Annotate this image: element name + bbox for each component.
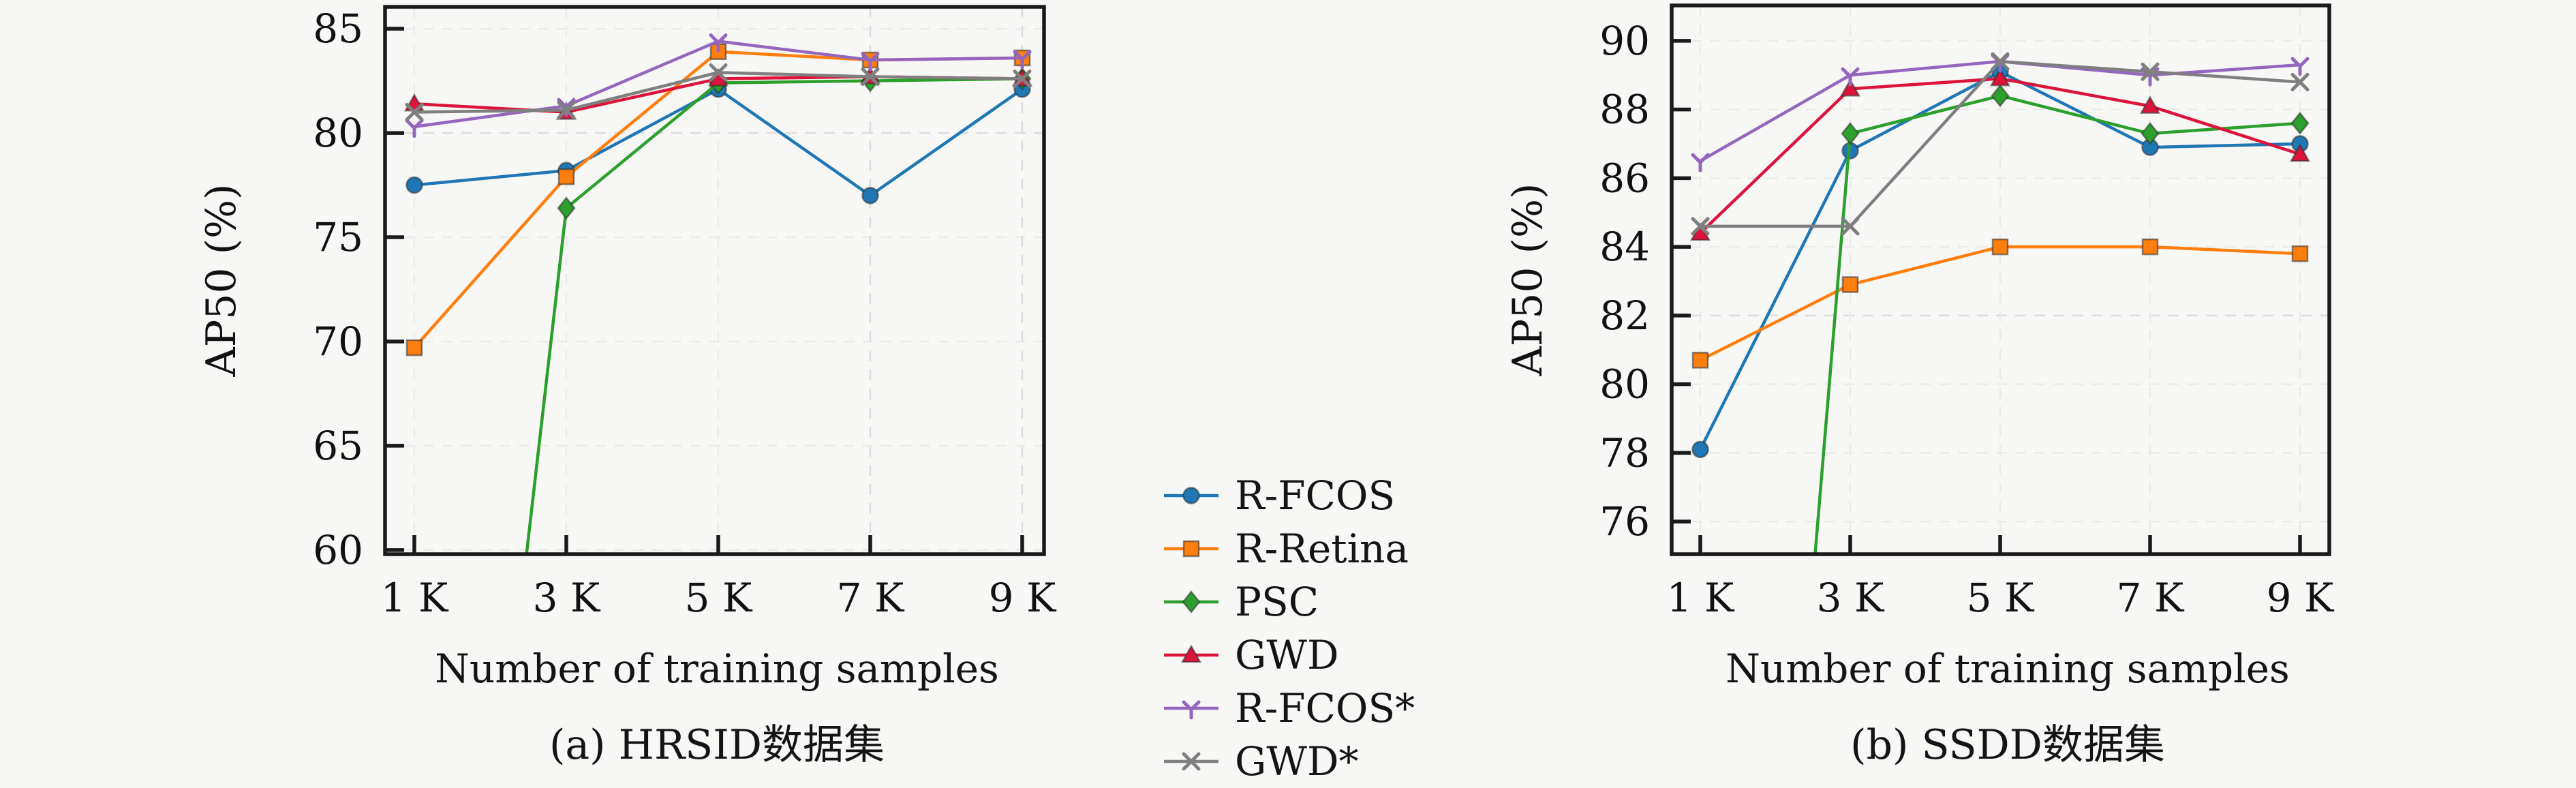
y-tick-label: 76: [1599, 498, 1650, 545]
x-tick-labels-a: 1 K 3 K 5 K 7 K 9 K: [381, 575, 1057, 621]
x-tick-label: 1 K: [1667, 575, 1735, 621]
chart-a: 60 65 70 75 80 85 1 K 3 K 5 K 7 K 9 K AP50 (%): [198, 5, 1057, 621]
y-tick-label: 90: [1599, 18, 1650, 64]
legend-item-r-retina: R-Retina: [1163, 522, 1544, 575]
legend-marker-x-icon: [1164, 752, 1218, 771]
axes-a: [383, 5, 1046, 556]
series-group-a: [403, 33, 1033, 554]
legend-item-r-fcos: R-FCOS*: [1163, 682, 1544, 735]
y-tick-label: 75: [313, 214, 363, 260]
y-axis-label-b: AP50 (%): [1504, 183, 1552, 377]
x-tick-label: 9 K: [989, 575, 1057, 621]
y-tick-label: 82: [1599, 292, 1650, 339]
y-tick-label: 60: [313, 527, 363, 573]
x-axis-label-left: Number of training samples: [435, 646, 999, 692]
legend-label: GWD*: [1235, 738, 1359, 785]
legend-item-gwd: GWD*: [1163, 735, 1544, 788]
legend-item-r-fcos: R-FCOS: [1163, 469, 1544, 522]
y-tick-label: 84: [1599, 224, 1650, 270]
y-axis-label-a: AP50 (%): [198, 184, 245, 378]
legend-marker-circle-icon: [1164, 487, 1218, 504]
series-markers-gwd: [1691, 52, 2310, 236]
y-tick-label: 85: [313, 5, 363, 52]
y-tick-label: 88: [1599, 87, 1650, 133]
y-tick-label: 78: [1599, 429, 1650, 476]
x-tick-label: 7 K: [837, 575, 905, 621]
series-markers-gwd: [405, 63, 1032, 121]
x-tick-label: 5 K: [1967, 575, 2035, 621]
series-markers-gwd: [1689, 67, 2311, 241]
y-tick-label: 80: [1599, 361, 1650, 408]
series-markers-r-fcos: [405, 33, 1032, 138]
legend-label: R-FCOS: [1235, 472, 1396, 519]
legend: R-FCOS R-Retina PSC GWD R-FCOS* GWD*: [1163, 469, 1544, 788]
y-tick-label: 86: [1599, 155, 1650, 201]
gridlines-a: [385, 7, 1044, 554]
x-tick-label: 7 K: [2117, 575, 2185, 621]
legend-label: PSC: [1235, 579, 1319, 625]
x-tick-labels-b: 1 K 3 K 5 K 7 K 9 K: [1667, 575, 2335, 621]
y-tick-labels-b: 76 78 80 82 84 86 88 90: [1599, 18, 1650, 545]
axes-b: [1670, 3, 2331, 556]
y-tick-label: 80: [313, 110, 363, 156]
legend-marker-triangle-up-icon: [1164, 644, 1218, 663]
subfigure-caption-a: (a) HRSID数据集: [549, 721, 885, 769]
chart-b: 76 78 80 82 84 86 88 90 1 K 3 K 5 K 7 K 9 K AP50 (%): [1504, 3, 2335, 621]
y-tick-label: 65: [313, 423, 363, 469]
legend-label: R-Retina: [1235, 526, 1409, 572]
legend-label: R-FCOS*: [1235, 685, 1415, 731]
x-tick-label: 9 K: [2267, 575, 2335, 621]
legend-marker-tri-down-icon: [1164, 700, 1218, 720]
subfigure-caption-b: (b) SSDD数据集: [1850, 721, 2165, 769]
x-tick-label: 1 K: [381, 575, 449, 621]
legend-item-gwd: GWD: [1163, 628, 1544, 682]
series-markers-r-retina: [1691, 238, 2309, 369]
legend-marker-diamond-icon: [1164, 590, 1218, 614]
series-group-b: [1689, 52, 2311, 554]
series-markers-psc: [1841, 84, 2310, 145]
x-tick-label: 3 K: [533, 575, 601, 621]
x-tick-label: 5 K: [685, 575, 753, 621]
legend-item-psc: PSC: [1163, 575, 1544, 628]
x-axis-label-right: Number of training samples: [1726, 646, 2290, 692]
legend-marker-square-icon: [1164, 540, 1218, 558]
x-tick-label: 3 K: [1817, 575, 1885, 621]
legend-label: GWD: [1235, 632, 1339, 678]
y-tick-labels-a: 60 65 70 75 80 85: [313, 5, 363, 573]
y-tick-label: 70: [313, 318, 363, 365]
